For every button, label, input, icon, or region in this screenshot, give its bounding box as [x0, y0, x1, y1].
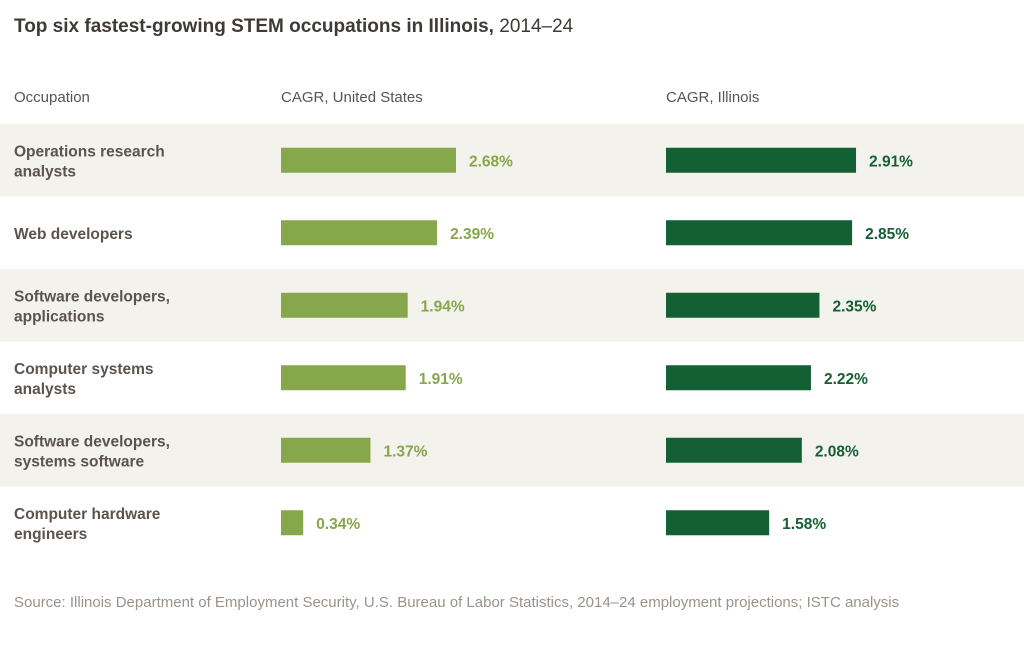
data-label-illinois: 2.22%	[824, 371, 868, 388]
bar-illinois	[666, 437, 802, 463]
data-label-us: 0.34%	[316, 516, 360, 533]
occupation-label: Computer hardware engineers	[14, 506, 161, 543]
bar-illinois	[666, 292, 820, 318]
column-header-illinois: CAGR, Illinois	[666, 89, 760, 106]
data-label-us: 1.94%	[421, 298, 465, 315]
bar-chart: Operations research analysts 2.68% 2.91% Web…	[0, 124, 1024, 543]
row-shading	[0, 414, 1024, 487]
occupation-label: Computer systems analysts	[14, 361, 154, 398]
chart-title-main: Top six fastest-growing STEM occupations…	[14, 16, 494, 37]
column-header-us: CAGR, United States	[281, 89, 423, 106]
data-label-illinois: 2.91%	[869, 153, 913, 170]
bar-illinois	[666, 147, 857, 173]
data-label-illinois: 2.85%	[865, 226, 909, 243]
occupation-label: Software developers, systems software	[14, 433, 170, 470]
chart-title-range: 2014–24	[499, 16, 574, 37]
bar-us	[281, 437, 371, 463]
data-label-us: 2.39%	[450, 226, 494, 243]
data-label-illinois: 1.58%	[782, 516, 826, 533]
data-label-illinois: 2.35%	[832, 298, 876, 315]
occupation-label: Web developers	[14, 226, 133, 243]
row-shading	[0, 269, 1024, 342]
data-label-illinois: 2.08%	[815, 443, 859, 460]
bar-illinois	[666, 365, 811, 391]
bar-illinois	[666, 220, 853, 246]
column-header-occupation: Occupation	[14, 89, 90, 106]
occupation-label: Operations research analysts	[14, 143, 165, 180]
bar-us	[281, 147, 457, 173]
bar-us	[281, 365, 406, 391]
bar-illinois	[666, 510, 770, 536]
data-label-us: 2.68%	[469, 153, 513, 170]
bar-us	[281, 292, 408, 318]
bar-us	[281, 510, 304, 536]
source-note: Source: Illinois Department of Employmen…	[14, 594, 900, 611]
chart-title: Top six fastest-growing STEM occupations…	[14, 16, 573, 38]
bar-us	[281, 220, 438, 246]
occupation-label: Software developers, applications	[14, 288, 170, 325]
data-label-us: 1.91%	[419, 371, 463, 388]
data-label-us: 1.37%	[383, 443, 427, 460]
